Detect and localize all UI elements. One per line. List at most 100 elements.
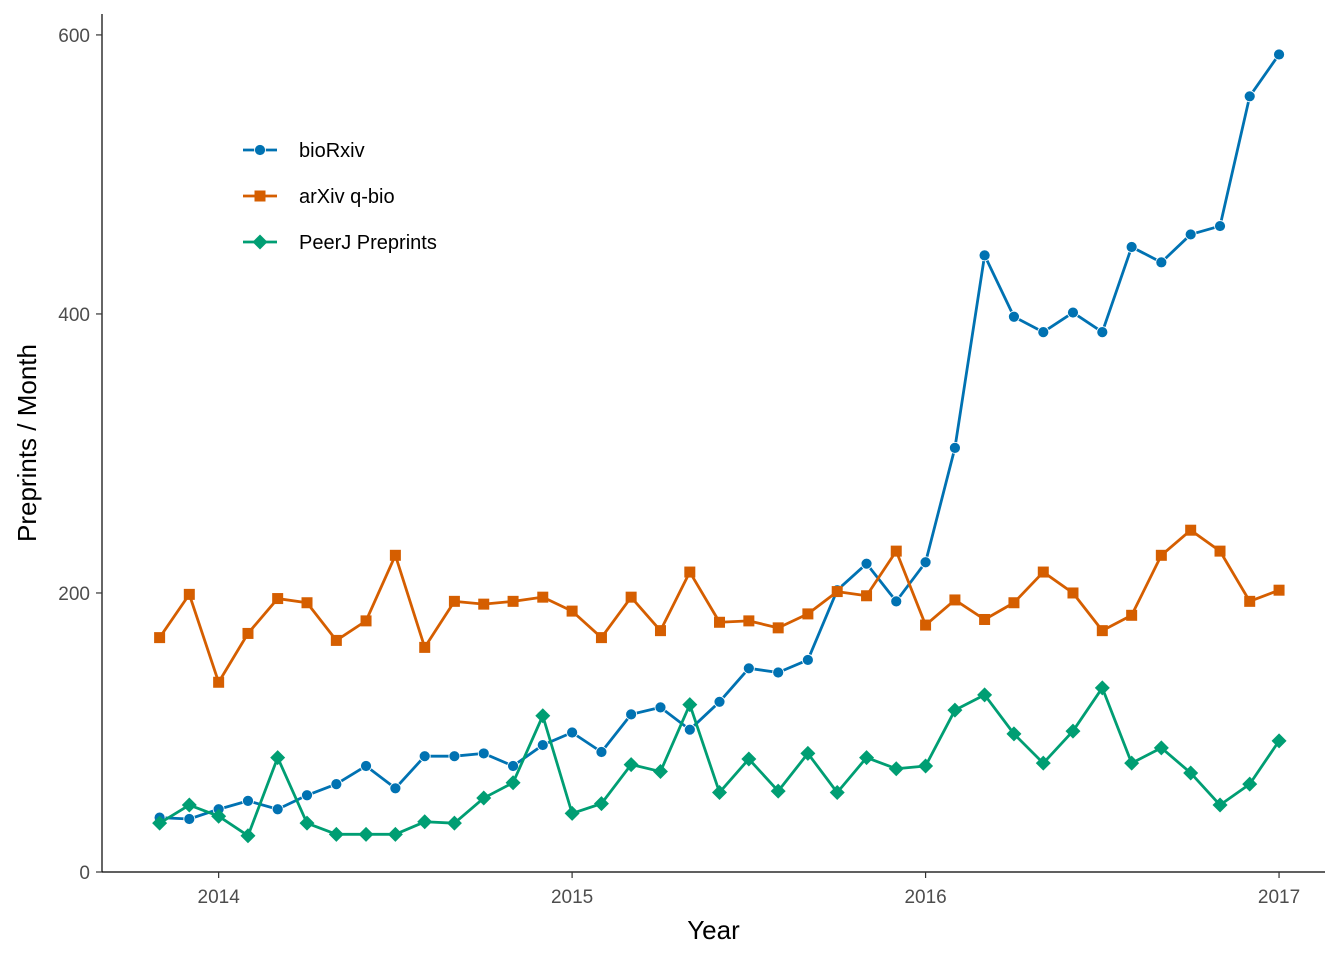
y-tick-label: 400 (58, 305, 90, 326)
data-point-peerj-preprints (947, 702, 963, 718)
series-arxiv-q-bio (154, 524, 1285, 688)
data-point-biorxiv (271, 803, 284, 816)
data-point-peerj-preprints (977, 687, 993, 703)
data-point-peerj-preprints (1271, 733, 1287, 749)
x-tick-label: 2015 (551, 887, 593, 908)
data-point-biorxiv (448, 750, 461, 763)
data-point-peerj-preprints (829, 784, 845, 800)
data-point-biorxiv (1125, 241, 1138, 253)
axes (101, 14, 1325, 873)
data-point-arxiv-q-bio (1126, 609, 1138, 621)
data-point-peerj-preprints (918, 758, 934, 774)
data-point-peerj-preprints (328, 826, 344, 842)
axis-ticks: 0 200 400 600 2014 2015 2016 2017 (58, 26, 1300, 908)
data-point-peerj-preprints (211, 808, 227, 824)
data-point-peerj-preprints (623, 757, 639, 773)
legend-marker (252, 234, 268, 250)
data-point-biorxiv (183, 813, 196, 825)
data-point-biorxiv (978, 249, 991, 262)
data-point-peerj-preprints (593, 796, 609, 812)
data-point-peerj-preprints (770, 783, 786, 799)
data-point-arxiv-q-bio (154, 632, 166, 644)
data-point-arxiv-q-bio (448, 595, 460, 607)
data-point-biorxiv (654, 701, 667, 714)
data-point-arxiv-q-bio (1155, 549, 1167, 561)
data-point-arxiv-q-bio (1067, 587, 1079, 599)
data-point-peerj-preprints (564, 805, 580, 821)
data-point-peerj-preprints (1153, 740, 1169, 756)
data-point-peerj-preprints (446, 815, 462, 831)
data-point-peerj-preprints (476, 790, 492, 806)
data-point-arxiv-q-bio (242, 627, 254, 639)
data-point-arxiv-q-bio (1037, 566, 1049, 578)
legend-item-biorxiv: bioRxiv (243, 140, 365, 162)
data-point-biorxiv (1273, 48, 1285, 61)
data-point-arxiv-q-bio (1008, 597, 1020, 609)
data-point-peerj-preprints (859, 750, 875, 766)
data-point-arxiv-q-bio (537, 591, 549, 603)
data-point-biorxiv (330, 778, 343, 791)
data-point-arxiv-q-bio (654, 625, 666, 637)
data-point-peerj-preprints (535, 708, 551, 724)
data-point-peerj-preprints (800, 745, 816, 761)
data-point-peerj-preprints (240, 828, 256, 844)
series-biorxiv (153, 48, 1285, 825)
data-point-peerj-preprints (712, 784, 728, 800)
data-point-biorxiv (595, 746, 608, 758)
legend-marker (254, 144, 266, 156)
legend-label: PeerJ Preprints (299, 232, 437, 254)
data-point-arxiv-q-bio (419, 641, 431, 653)
data-point-peerj-preprints (270, 750, 286, 766)
data-point-biorxiv (625, 708, 638, 721)
y-tick-label: 600 (58, 26, 90, 47)
series-peerj-preprints (152, 680, 1287, 844)
data-point-arxiv-q-bio (684, 566, 696, 578)
y-tick-label: 200 (58, 584, 90, 605)
legend-marker (254, 190, 266, 202)
data-point-peerj-preprints (1212, 797, 1228, 813)
data-point-biorxiv (536, 739, 549, 751)
series-line-arxiv-q-bio (158, 528, 1280, 684)
data-point-biorxiv (919, 556, 932, 569)
data-point-peerj-preprints (358, 826, 374, 842)
data-point-biorxiv (801, 654, 814, 666)
data-point-arxiv-q-bio (861, 590, 873, 602)
data-point-biorxiv (1155, 256, 1168, 269)
data-point-arxiv-q-bio (478, 598, 490, 610)
data-point-peerj-preprints (741, 751, 757, 767)
data-point-biorxiv (1037, 326, 1050, 338)
data-point-peerj-preprints (1006, 726, 1022, 742)
data-point-peerj-preprints (682, 697, 698, 713)
data-point-peerj-preprints (1065, 723, 1081, 739)
data-point-arxiv-q-bio (301, 597, 313, 609)
data-point-arxiv-q-bio (1185, 524, 1197, 536)
data-point-arxiv-q-bio (890, 545, 902, 557)
data-point-arxiv-q-bio (272, 593, 284, 605)
data-point-arxiv-q-bio (595, 632, 607, 644)
data-point-biorxiv (1184, 228, 1197, 241)
data-point-arxiv-q-bio (743, 615, 755, 627)
legend: bioRxiv arXiv q-bio PeerJ Preprints (243, 140, 437, 254)
data-point-arxiv-q-bio (979, 613, 991, 625)
data-point-arxiv-q-bio (389, 549, 401, 561)
data-point-arxiv-q-bio (625, 591, 637, 603)
data-point-peerj-preprints (888, 761, 904, 777)
legend-item-arxiv-q-bio: arXiv q-bio (243, 186, 395, 208)
data-point-arxiv-q-bio (831, 586, 843, 598)
data-point-peerj-preprints (387, 826, 403, 842)
data-point-peerj-preprints (181, 797, 197, 813)
data-point-arxiv-q-bio (1096, 625, 1108, 637)
series-line-peerj-preprints (158, 686, 1281, 838)
legend-label: bioRxiv (299, 140, 365, 162)
data-point-arxiv-q-bio (714, 616, 726, 628)
x-axis-title: Year (687, 915, 740, 945)
data-point-arxiv-q-bio (330, 634, 342, 646)
data-point-arxiv-q-bio (183, 588, 195, 600)
data-point-peerj-preprints (299, 815, 315, 831)
data-point-biorxiv (949, 441, 961, 454)
legend-item-peerj-preprints: PeerJ Preprints (243, 232, 437, 254)
data-point-peerj-preprints (652, 764, 668, 780)
data-point-biorxiv (507, 760, 519, 772)
data-point-biorxiv (418, 750, 431, 763)
